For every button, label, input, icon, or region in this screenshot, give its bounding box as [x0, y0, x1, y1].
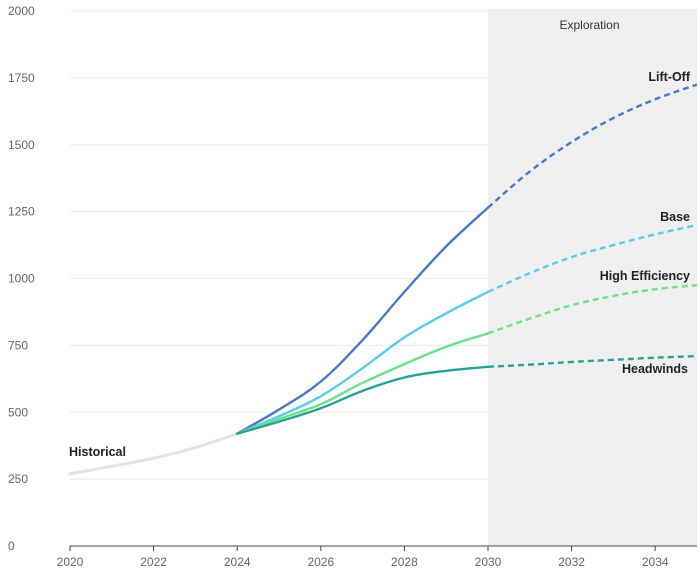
- y-tick-label: 750: [8, 338, 28, 352]
- x-tick-label: 2028: [391, 555, 418, 569]
- high-efficiency-dashed-line: [487, 283, 698, 335]
- lift-off-solid-line: [236, 206, 490, 435]
- historical-label: Historical: [69, 445, 126, 459]
- y-tick-label: 2000: [8, 4, 35, 18]
- headwinds-label: Headwinds: [622, 362, 688, 376]
- base-solid-line: [236, 290, 490, 435]
- y-tick-label: 0: [8, 539, 15, 553]
- high-efficiency-label: High Efficiency: [600, 269, 690, 283]
- headwinds-dashed-line: [487, 354, 698, 368]
- base-label: Base: [660, 210, 690, 224]
- y-tick-label: 1750: [8, 71, 35, 85]
- x-tick-label: 2024: [224, 555, 251, 569]
- y-tick-label: 500: [8, 405, 28, 419]
- labels-layer: Exploration Historical Lift-Off Base High Ef…: [69, 18, 691, 459]
- lift-off-dashed-line: [487, 83, 698, 209]
- y-tick-label: 1250: [8, 205, 35, 219]
- base-dashed-line: [487, 223, 698, 293]
- exploration-region-label: Exploration: [559, 18, 619, 32]
- x-tick-label: 2032: [558, 555, 585, 569]
- gridlines-layer: [70, 10, 697, 480]
- regions-layer: [488, 9, 697, 546]
- historical-line: [68, 432, 239, 476]
- x-tick-label: 2022: [140, 555, 167, 569]
- y-tick-label: 1500: [8, 138, 35, 152]
- x-tick-label: 2026: [307, 555, 334, 569]
- y-tick-label: 250: [8, 472, 28, 486]
- headwinds-solid-line: [236, 365, 490, 435]
- x-tick-label: 2034: [642, 555, 669, 569]
- series-layer: [68, 83, 698, 476]
- x-tick-label: 2020: [57, 555, 84, 569]
- axes-layer: 0 250 500 750 1000 1250 1500 1750 2000 2020 2022 20…: [8, 4, 697, 569]
- exploration-region: [488, 9, 697, 546]
- high-efficiency-solid-line: [236, 332, 490, 435]
- lift-off-label: Lift-Off: [648, 70, 690, 84]
- x-tick-label: 2030: [475, 555, 502, 569]
- y-tick-label: 1000: [8, 272, 35, 286]
